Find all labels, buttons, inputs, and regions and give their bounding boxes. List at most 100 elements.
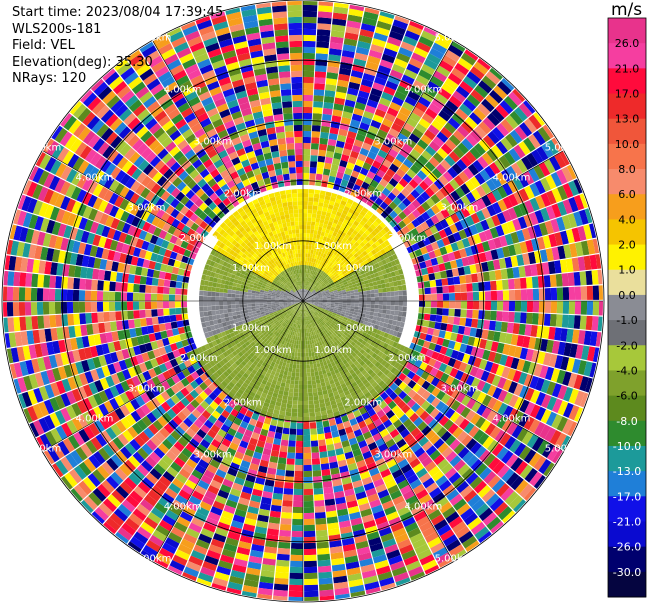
noise-gate (239, 102, 251, 111)
signal-gate (316, 210, 322, 215)
signal-gate (311, 245, 315, 251)
noise-gate (346, 20, 361, 29)
noise-gate (259, 575, 274, 584)
noise-gate (87, 256, 96, 268)
noise-gate (497, 199, 508, 212)
noise-gate (406, 168, 417, 179)
noise-gate (469, 66, 485, 80)
noise-gate (146, 242, 156, 253)
noise-gate (469, 264, 477, 274)
signal-gate (367, 266, 373, 272)
noise-gate (175, 390, 185, 401)
noise-gate (467, 163, 479, 176)
noise-gate (312, 476, 323, 483)
noise-gate (74, 228, 84, 242)
noise-gate (222, 197, 231, 207)
signal-gate (307, 273, 311, 278)
noise-gate (181, 447, 193, 459)
noise-gate (276, 553, 290, 561)
noise-gate (438, 229, 448, 239)
noise-gate (400, 463, 412, 474)
noise-gate (382, 138, 394, 149)
noise-gate (273, 583, 289, 591)
signal-gate (320, 276, 325, 281)
noise-gate (459, 418, 470, 431)
noise-gate (390, 25, 406, 36)
noise-gate (282, 101, 293, 108)
signal-gate (333, 289, 338, 293)
noise-gate (265, 158, 274, 166)
noise-gate (163, 279, 171, 287)
noise-gate (289, 566, 303, 574)
noise-gate (445, 348, 454, 358)
noise-gate (43, 315, 51, 329)
noise-gate (132, 104, 147, 117)
signal-gate (386, 291, 391, 297)
noise-gate (326, 516, 339, 524)
noise-gate (303, 28, 317, 36)
noise-gate (328, 54, 341, 62)
noise-gate (291, 88, 303, 96)
noise-gate (120, 90, 135, 104)
noise-gate (487, 384, 497, 397)
noise-gate (229, 442, 239, 451)
noise-gate (289, 173, 297, 180)
signal-gate (354, 306, 359, 310)
noise-gate (316, 167, 324, 175)
signal-gate (305, 289, 308, 294)
signal-gate (354, 295, 359, 299)
noise-gate (416, 195, 426, 205)
noise-gate (437, 458, 449, 470)
noise-gate (529, 471, 543, 487)
signal-gate (305, 295, 310, 299)
noise-gate (417, 548, 432, 561)
noise-gate (65, 198, 76, 213)
noise-gate (508, 91, 523, 107)
noise-gate (478, 80, 493, 94)
signal-gate (328, 287, 333, 291)
noise-gate (101, 365, 111, 378)
noise-gate (490, 280, 497, 291)
signal-gate (334, 302, 339, 305)
noise-gate (127, 426, 139, 439)
signal-gate (308, 265, 311, 270)
noise-gate (479, 169, 491, 182)
noise-gate (7, 317, 15, 332)
signal-gate (393, 310, 399, 316)
noise-gate (476, 348, 485, 359)
noise-gate (317, 23, 331, 31)
noise-gate (78, 301, 86, 313)
noise-gate (196, 506, 210, 517)
noise-gate (423, 313, 431, 321)
signal-gate (304, 285, 306, 290)
noise-gate (561, 215, 572, 230)
noise-gate (54, 127, 68, 144)
noise-gate (79, 313, 87, 325)
noise-gate (48, 191, 60, 206)
noise-gate (171, 218, 181, 228)
noise-gate (10, 347, 20, 363)
noise-gate (314, 83, 325, 90)
signal-gate (306, 297, 311, 300)
noise-gate (12, 286, 20, 301)
noise-gate (294, 142, 303, 150)
noise-gate (554, 152, 567, 169)
signal-gate (306, 285, 309, 290)
noise-gate (368, 49, 383, 60)
noise-gate (295, 452, 303, 460)
noise-gate (497, 506, 513, 521)
noise-gate (529, 404, 541, 419)
noise-gate (455, 258, 464, 268)
noise-gate (509, 439, 522, 454)
noise-gate (251, 412, 260, 421)
noise-gate (491, 413, 503, 426)
noise-gate (238, 153, 248, 163)
noise-gate (88, 454, 101, 469)
noise-gate (109, 351, 119, 363)
noise-gate (324, 498, 336, 506)
noise-gate (165, 397, 176, 409)
noise-gate (470, 377, 481, 389)
noise-gate (568, 197, 579, 213)
noise-gate (389, 382, 399, 392)
noise-gate (388, 177, 399, 188)
